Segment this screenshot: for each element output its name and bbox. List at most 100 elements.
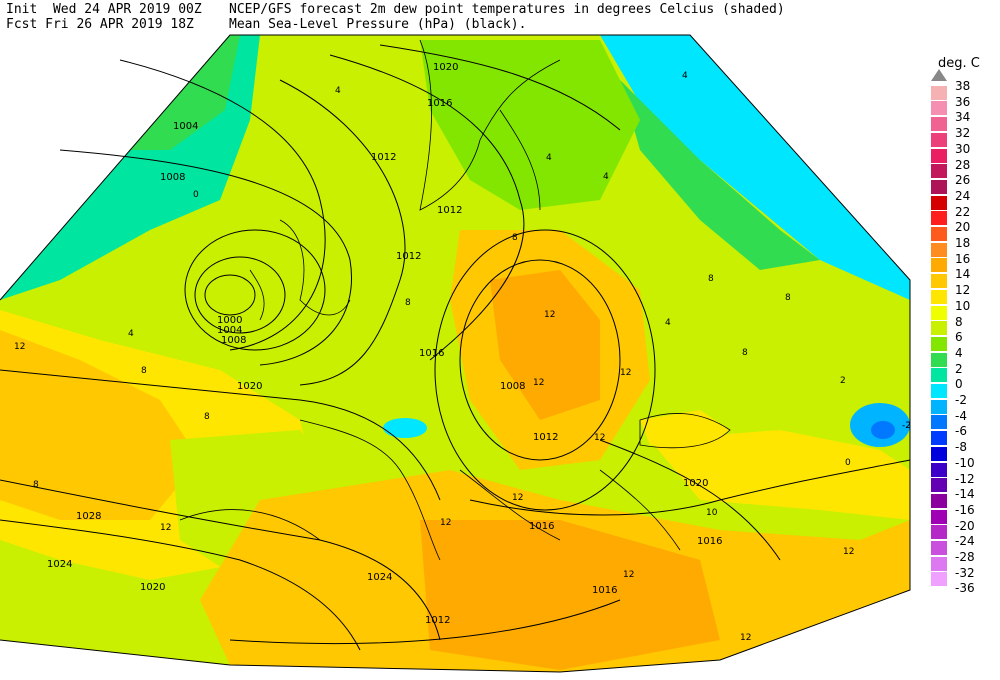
legend-label: -16 xyxy=(955,502,975,517)
legend-label: 14 xyxy=(955,267,971,282)
isobar-label: 1012 xyxy=(396,251,421,262)
isobar-low-1008 xyxy=(184,229,326,351)
cool-zone-nw xyxy=(130,35,240,150)
legend-label: -14 xyxy=(955,487,975,502)
coastlines xyxy=(179,39,731,561)
legend-label: -4 xyxy=(955,408,967,423)
legend-swatch xyxy=(931,431,947,446)
isobar-1020-e xyxy=(599,439,781,561)
isobar-1008-center xyxy=(459,259,621,461)
isobar-label: 1016 xyxy=(592,585,617,596)
legend-label: 22 xyxy=(955,204,971,219)
legend-label: 12 xyxy=(955,283,971,298)
isobar-1008-w xyxy=(59,149,352,366)
temp-label: 4 xyxy=(682,71,688,81)
temp-label: 10 xyxy=(706,508,718,518)
legend-up-arrow-icon xyxy=(931,69,947,81)
temp-label: 4 xyxy=(128,329,134,339)
fcst-label: Fcst xyxy=(6,17,38,32)
isobar-label: 1028 xyxy=(76,511,101,522)
legend-swatch xyxy=(931,399,947,414)
legend-label: 32 xyxy=(955,126,971,141)
legend-swatch xyxy=(931,368,947,383)
legend-swatch xyxy=(931,556,947,571)
legend-swatch xyxy=(931,289,947,304)
isobar-1016-n xyxy=(329,54,525,361)
isobar-label: 1008 xyxy=(500,381,525,392)
isobar-1004-w xyxy=(119,59,326,351)
temp-label: 12 xyxy=(740,633,751,643)
legend-swatch xyxy=(931,179,947,194)
isobar-label: 1012 xyxy=(371,152,396,163)
cool-zone-ne xyxy=(620,80,820,270)
isobar-label: 1012 xyxy=(533,432,558,443)
fcst-line: Fcst Fri 26 APR 2019 18Z xyxy=(6,17,194,33)
legend-label: 0 xyxy=(955,377,963,392)
legend-label: 26 xyxy=(955,173,971,188)
turkey-zone xyxy=(650,430,910,520)
temp-label: 12 xyxy=(594,433,605,443)
init-label: Init xyxy=(6,2,38,17)
legend-label: -28 xyxy=(955,550,975,564)
legend-swatch xyxy=(931,227,947,241)
isobar-1028-w xyxy=(0,519,361,651)
isobar-label: 1000 xyxy=(217,315,242,326)
black-sea xyxy=(640,410,730,450)
coast-black-sea xyxy=(639,413,731,449)
legend-label: 36 xyxy=(955,94,971,109)
isobar-label: 1008 xyxy=(160,172,185,183)
legend-label: 4 xyxy=(955,345,963,360)
isobar-label: 1024 xyxy=(47,559,72,570)
legend-label: 6 xyxy=(955,330,963,345)
legend-label: -2 xyxy=(955,393,967,407)
isobar-1016-s2 xyxy=(229,599,621,645)
legend-swatch xyxy=(931,305,947,320)
isobars xyxy=(0,44,911,651)
init-line: Init Wed 24 APR 2019 00Z xyxy=(6,2,202,18)
temp-label: 12 xyxy=(160,523,171,533)
isobar-low-1000 xyxy=(204,274,256,316)
coast-iberia-italy xyxy=(299,419,441,561)
central-warmer xyxy=(490,270,600,420)
isobar-1016-s xyxy=(469,459,911,516)
temp-label: -2 xyxy=(902,421,911,431)
temp-label-group: 4 0 4 12 8 8 12 4 4 8 8 2 4 12 12 12 12 … xyxy=(14,71,911,643)
isobar-label: 1016 xyxy=(427,98,452,109)
temp-label: 12 xyxy=(14,342,25,352)
coast-greece xyxy=(599,469,681,551)
legend-swatch xyxy=(931,352,947,367)
legend-label: 18 xyxy=(955,236,971,250)
legend-label: 16 xyxy=(955,251,971,266)
isobar-label: 1012 xyxy=(425,615,450,626)
legend-swatch xyxy=(931,541,947,555)
temp-label: 12 xyxy=(544,310,555,320)
temp-label: 8 xyxy=(785,293,791,303)
temp-label: 0 xyxy=(845,458,851,468)
temp-label: 12 xyxy=(623,570,634,580)
legend-label: 28 xyxy=(955,157,971,172)
legend-label: -36 xyxy=(955,581,975,596)
legend-swatch xyxy=(931,462,947,477)
isobar-label: 1020 xyxy=(140,582,165,593)
legend-swatch xyxy=(931,164,947,179)
temp-label: 0 xyxy=(193,190,199,200)
legend-label: -32 xyxy=(955,565,975,580)
temp-label: 4 xyxy=(603,172,609,182)
legend-swatch xyxy=(931,415,947,430)
title-line-1: NCEP/GFS forecast 2m dew point temperatu… xyxy=(229,2,785,17)
cold-zone-ne xyxy=(600,35,910,300)
legend-label: -24 xyxy=(955,534,975,549)
init-time: Wed 24 APR 2019 00Z xyxy=(52,2,202,17)
temp-label: 12 xyxy=(440,518,451,528)
isobar-label: 1020 xyxy=(683,478,708,489)
caspian-colder xyxy=(871,421,895,439)
legend-label: 10 xyxy=(955,298,971,313)
legend-swatch xyxy=(931,101,947,116)
legend-swatch xyxy=(931,446,947,461)
isobar-label: 1024 xyxy=(367,572,392,583)
isobar-label: 1016 xyxy=(529,521,554,532)
atlantic-warmer xyxy=(0,330,200,520)
isobar-label: 1020 xyxy=(237,381,262,392)
